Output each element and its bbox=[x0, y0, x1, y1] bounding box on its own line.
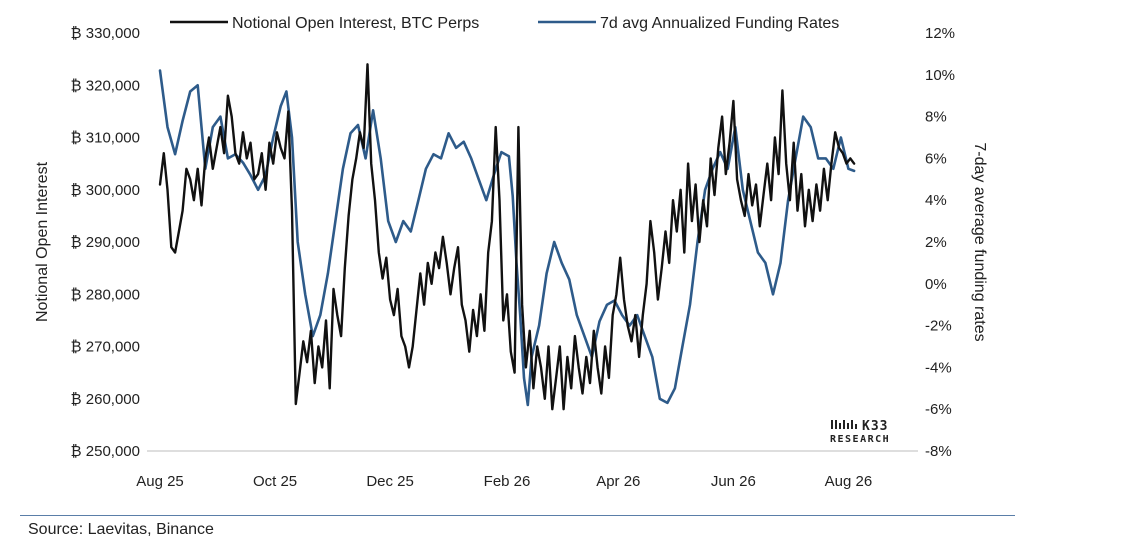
y-right-tick-label: 12% bbox=[925, 25, 955, 42]
x-tick-label: Apr 26 bbox=[596, 473, 640, 490]
logo-brand: K33 bbox=[862, 419, 888, 434]
x-tick-label: Oct 25 bbox=[253, 473, 297, 490]
footer-divider bbox=[20, 515, 1015, 516]
y-right-tick-label: 10% bbox=[925, 67, 955, 84]
y-axis-right-title: 7-day average funding rates bbox=[971, 142, 988, 341]
y-left-tick-label: ₿ 300,000 bbox=[71, 182, 141, 199]
x-axis: Aug 25 Oct 25 Dec 25 Feb 26 Apr 26 Jun 26 Aug … bbox=[136, 473, 872, 490]
y-axis-left-title: Notional Open Interest bbox=[34, 161, 51, 322]
series-line-open-interest bbox=[158, 63, 856, 411]
y-left-tick-label: ₿ 310,000 bbox=[71, 130, 141, 147]
chart: Notional Open Interest, BTC Perps 7d avg… bbox=[34, 15, 988, 490]
y-left-tick-label: ₿ 270,000 bbox=[71, 339, 141, 356]
source-note: Source: Laevitas, Binance bbox=[28, 521, 214, 538]
x-tick-label: Feb 26 bbox=[484, 473, 531, 490]
k33-logo-icon bbox=[831, 420, 857, 429]
y-right-tick-label: 0% bbox=[925, 276, 947, 293]
x-tick-label: Aug 26 bbox=[825, 473, 873, 490]
y-right-tick-label: 8% bbox=[925, 109, 947, 126]
x-tick-label: Aug 25 bbox=[136, 473, 184, 490]
y-right-tick-label: -2% bbox=[925, 318, 952, 335]
y-right-tick-label: 4% bbox=[925, 192, 947, 209]
y-axis-right: -8% -6% -4% -2% 0% 2% 4% 6% 8% 10% 12% bbox=[925, 25, 955, 460]
y-right-tick-label: -4% bbox=[925, 359, 952, 376]
k33-research-logo: K33 RESEARCH bbox=[830, 419, 890, 445]
series-layer bbox=[158, 63, 856, 411]
y-right-tick-label: -6% bbox=[925, 401, 952, 418]
y-right-tick-label: 2% bbox=[925, 234, 947, 251]
y-left-tick-label: ₿ 280,000 bbox=[71, 286, 141, 303]
y-right-tick-label: -8% bbox=[925, 443, 952, 460]
y-left-tick-label: ₿ 250,000 bbox=[71, 443, 141, 460]
x-tick-label: Jun 26 bbox=[711, 473, 756, 490]
y-left-tick-label: ₿ 260,000 bbox=[71, 391, 141, 408]
series-line-funding-rates bbox=[158, 69, 856, 407]
y-left-tick-label: ₿ 320,000 bbox=[71, 77, 141, 94]
x-tick-label: Dec 25 bbox=[366, 473, 414, 490]
y-left-tick-label: ₿ 290,000 bbox=[71, 234, 141, 251]
y-right-tick-label: 6% bbox=[925, 150, 947, 167]
legend-label-funding-rates: 7d avg Annualized Funding Rates bbox=[600, 15, 839, 32]
y-left-tick-label: ₿ 330,000 bbox=[71, 25, 141, 42]
logo-tagline: RESEARCH bbox=[830, 434, 890, 445]
legend: Notional Open Interest, BTC Perps 7d avg… bbox=[170, 15, 839, 32]
y-axis-left: ₿ 250,000 ₿ 260,000 ₿ 270,000 ₿ 280,000 ₿ 29… bbox=[71, 25, 141, 460]
legend-label-open-interest: Notional Open Interest, BTC Perps bbox=[232, 15, 479, 32]
